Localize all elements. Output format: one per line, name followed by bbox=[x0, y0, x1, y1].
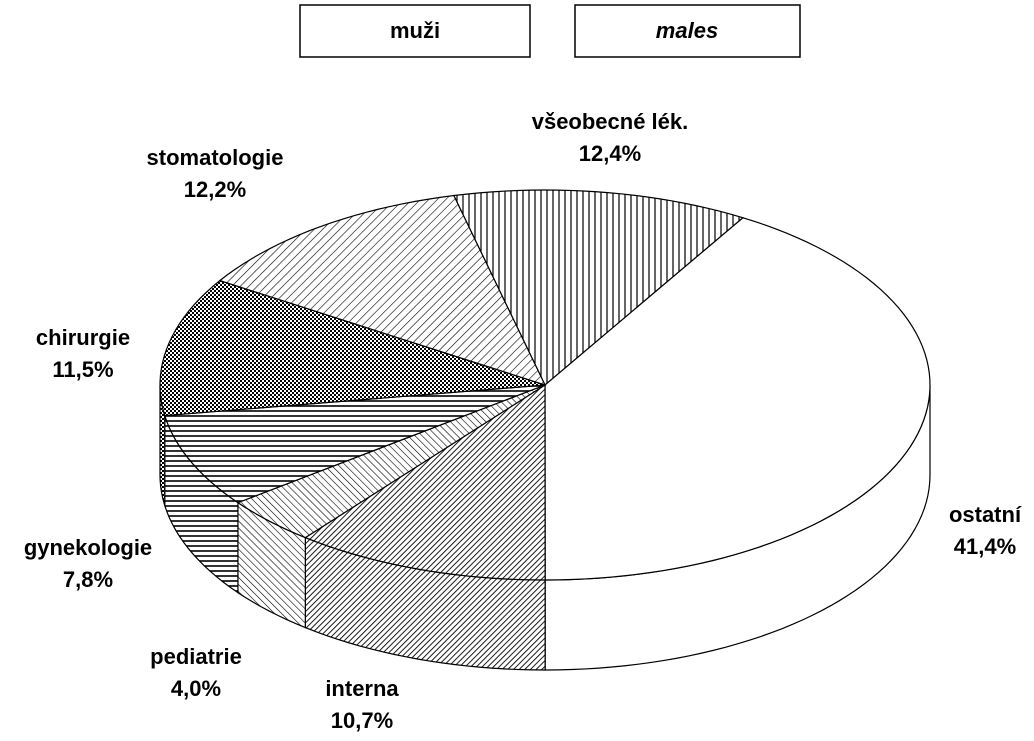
pie-slice bbox=[218, 194, 547, 386]
slice-value-label: 12,2% bbox=[184, 177, 246, 202]
pie-slice bbox=[163, 384, 546, 504]
slice-label: chirurgie bbox=[36, 325, 130, 350]
chart-subtitle: males bbox=[656, 18, 718, 43]
slice-value-label: 11,5% bbox=[52, 357, 113, 382]
chart-title: muži bbox=[390, 18, 440, 43]
slice-label: stomatologie bbox=[147, 145, 284, 170]
pie-slice bbox=[236, 384, 546, 539]
pie-slice bbox=[544, 217, 931, 581]
slice-label: gynekologie bbox=[24, 535, 152, 560]
slice-value-label: 7,8% bbox=[63, 567, 113, 592]
pie-slice bbox=[304, 383, 546, 581]
slice-value-label: 4,0% bbox=[171, 676, 221, 701]
pie-slice bbox=[159, 279, 546, 417]
slice-label: ostatní bbox=[949, 502, 1022, 527]
slice-value-label: 12,4% bbox=[579, 141, 641, 166]
slice-value-label: 41,4% bbox=[954, 534, 1016, 559]
slice-value-label: 10,7% bbox=[331, 708, 393, 733]
slice-label: pediatrie bbox=[150, 644, 242, 669]
slice-label: interna bbox=[325, 676, 399, 701]
legend-box bbox=[574, 4, 801, 58]
legend-box bbox=[299, 4, 531, 58]
slice-label: všeobecné lék. bbox=[532, 109, 689, 134]
pie-slice bbox=[452, 189, 745, 386]
